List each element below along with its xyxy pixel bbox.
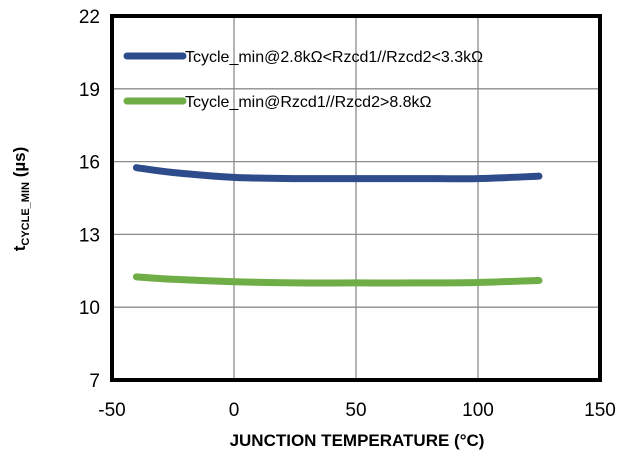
y-tick-label: 10	[79, 298, 100, 319]
grid-lines	[111, 15, 601, 381]
series-lines	[132, 164, 543, 287]
x-axis-title: JUNCTION TEMPERATURE (°C)	[230, 431, 485, 450]
legend-label-2: Tcycle_min@Rzcd1//Rzcd2>8.8kΩ	[185, 94, 432, 111]
x-tick-labels: -50 0 50 100 150	[98, 400, 616, 421]
y-axis-title-main: t	[10, 245, 29, 251]
y-tick-label: 22	[79, 7, 100, 28]
y-tick-label: 13	[79, 225, 100, 246]
y-tick-label: 19	[79, 80, 100, 101]
series-line-1	[132, 164, 543, 183]
x-tick-label: 0	[229, 400, 240, 421]
x-tick-label: 150	[584, 400, 616, 421]
y-axis-title-unit: (µs)	[10, 147, 29, 182]
legend-label-1: Tcycle_min@2.8kΩ<Rzcd1//Rzcd2<3.3kΩ	[185, 49, 483, 66]
legend: Tcycle_min@2.8kΩ<Rzcd1//Rzcd2<3.3kΩ Tcycl…	[123, 49, 483, 111]
y-tick-label: 7	[89, 371, 100, 392]
y-tick-labels: 7 10 13 16 19 22	[79, 7, 100, 392]
x-tick-label: -50	[98, 400, 125, 421]
plot-frame	[110, 14, 602, 382]
series-line-2	[132, 273, 543, 287]
x-tick-label: 100	[462, 400, 494, 421]
y-axis-title-subscript: CYCLE_MIN	[20, 182, 32, 246]
y-tick-label: 16	[79, 153, 100, 174]
y-axis-title: tCYCLE_MIN (µs)	[10, 147, 32, 252]
x-tick-label: 50	[345, 400, 366, 421]
